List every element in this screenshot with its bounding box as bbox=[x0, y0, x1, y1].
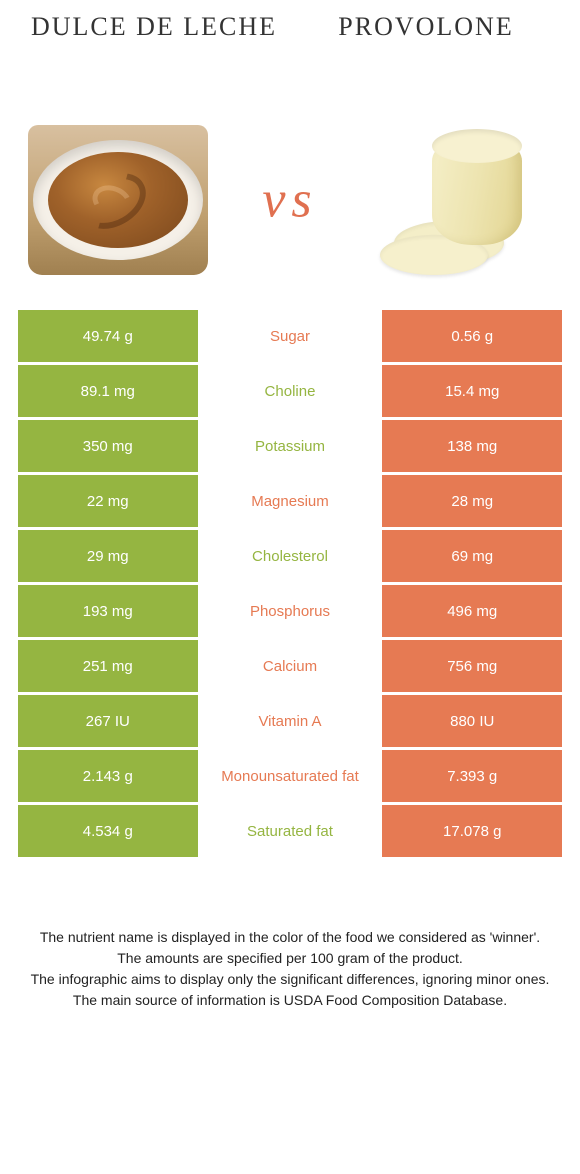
left-value-cell: 29 mg bbox=[18, 530, 198, 582]
table-row: 29 mgCholesterol69 mg bbox=[18, 530, 562, 582]
left-value-cell: 22 mg bbox=[18, 475, 198, 527]
right-value-cell: 7.393 g bbox=[382, 750, 562, 802]
right-value-cell: 28 mg bbox=[382, 475, 562, 527]
left-food-title: Dulce de leche bbox=[18, 10, 290, 44]
table-row: 267 IUVitamin A880 IU bbox=[18, 695, 562, 747]
left-value-cell: 267 IU bbox=[18, 695, 198, 747]
nutrient-name-cell: Vitamin A bbox=[198, 695, 383, 747]
nutrient-table: 49.74 gSugar0.56 g89.1 mgCholine15.4 mg3… bbox=[18, 310, 562, 857]
nutrient-name-cell: Monounsaturated fat bbox=[198, 750, 383, 802]
table-row: 350 mgPotassium138 mg bbox=[18, 420, 562, 472]
left-value-cell: 350 mg bbox=[18, 420, 198, 472]
nutrient-name-cell: Calcium bbox=[198, 640, 383, 692]
table-row: 89.1 mgCholine15.4 mg bbox=[18, 365, 562, 417]
right-value-cell: 69 mg bbox=[382, 530, 562, 582]
nutrient-name-cell: Saturated fat bbox=[198, 805, 383, 857]
left-value-cell: 4.534 g bbox=[18, 805, 198, 857]
left-value-cell: 89.1 mg bbox=[18, 365, 198, 417]
images-row: vs bbox=[18, 100, 562, 300]
right-value-cell: 17.078 g bbox=[382, 805, 562, 857]
left-value-cell: 2.143 g bbox=[18, 750, 198, 802]
nutrient-name-cell: Sugar bbox=[198, 310, 383, 362]
table-row: 4.534 gSaturated fat17.078 g bbox=[18, 805, 562, 857]
nutrient-name-cell: Choline bbox=[198, 365, 383, 417]
right-food-image bbox=[362, 113, 562, 288]
table-row: 193 mgPhosphorus496 mg bbox=[18, 585, 562, 637]
footer-line: The main source of information is USDA F… bbox=[24, 990, 556, 1011]
right-value-cell: 0.56 g bbox=[382, 310, 562, 362]
table-row: 22 mgMagnesium28 mg bbox=[18, 475, 562, 527]
left-value-cell: 193 mg bbox=[18, 585, 198, 637]
footer-line: The infographic aims to display only the… bbox=[24, 969, 556, 990]
right-value-cell: 756 mg bbox=[382, 640, 562, 692]
table-row: 2.143 gMonounsaturated fat7.393 g bbox=[18, 750, 562, 802]
nutrient-name-cell: Phosphorus bbox=[198, 585, 383, 637]
header: Dulce de leche Provolone bbox=[18, 0, 562, 100]
nutrient-name-cell: Magnesium bbox=[198, 475, 383, 527]
footer-line: The nutrient name is displayed in the co… bbox=[24, 927, 556, 948]
nutrient-name-cell: Cholesterol bbox=[198, 530, 383, 582]
left-value-cell: 49.74 g bbox=[18, 310, 198, 362]
right-food-title: Provolone bbox=[290, 10, 562, 44]
nutrient-name-cell: Potassium bbox=[198, 420, 383, 472]
right-value-cell: 880 IU bbox=[382, 695, 562, 747]
left-food-image bbox=[18, 113, 218, 288]
footer-line: The amounts are specified per 100 gram o… bbox=[24, 948, 556, 969]
right-value-cell: 138 mg bbox=[382, 420, 562, 472]
footer-notes: The nutrient name is displayed in the co… bbox=[18, 927, 562, 1011]
right-value-cell: 15.4 mg bbox=[382, 365, 562, 417]
table-row: 251 mgCalcium756 mg bbox=[18, 640, 562, 692]
table-row: 49.74 gSugar0.56 g bbox=[18, 310, 562, 362]
right-value-cell: 496 mg bbox=[382, 585, 562, 637]
vs-label: vs bbox=[262, 171, 317, 230]
left-value-cell: 251 mg bbox=[18, 640, 198, 692]
